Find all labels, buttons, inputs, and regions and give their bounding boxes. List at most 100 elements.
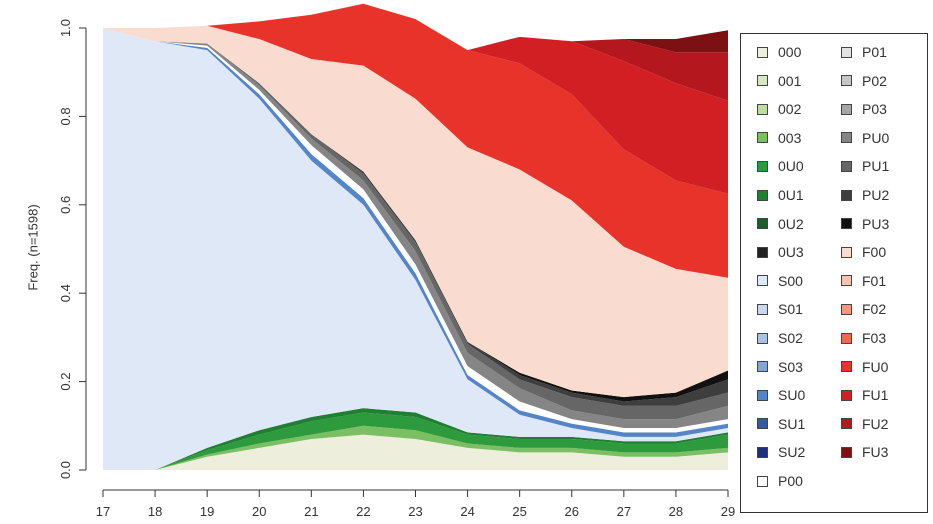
area-series-FU1 (103, 3, 728, 194)
legend-swatch (757, 246, 768, 258)
legend-swatch (841, 275, 852, 287)
legend-swatch (757, 75, 768, 87)
legend-swatch (841, 303, 852, 315)
legend-item-PU1: PU1 (841, 158, 889, 174)
legend-swatch (841, 46, 852, 58)
area-series-F00 (103, 25, 728, 398)
legend-label: PU0 (862, 129, 890, 146)
legend-label: FU0 (862, 358, 889, 375)
legend-label: PU3 (862, 215, 890, 232)
legend-label: PU2 (862, 187, 890, 203)
legend-swatch (757, 189, 768, 201)
x-tick-label: 22 (356, 504, 370, 519)
y-tick-label: 0.0 (58, 461, 73, 479)
legend-item-SU1: SU1 (757, 416, 805, 432)
legend-label: F00 (862, 244, 887, 261)
legend-item-P03: P03 (841, 101, 887, 117)
legend-swatch (757, 475, 768, 487)
legend-item-FU2: FU2 (841, 416, 888, 432)
legend-item-0U2: 0U2 (757, 216, 804, 232)
legend-swatch (841, 361, 852, 373)
legend-item-0U1: 0U1 (757, 187, 804, 203)
legend-swatch (841, 189, 852, 201)
legend-swatch (757, 303, 768, 315)
legend-label: S03 (778, 358, 803, 375)
legend-swatch (757, 418, 768, 430)
legend-label: P02 (862, 72, 887, 89)
legend-item-000: 000 (757, 44, 801, 60)
legend-swatch (841, 218, 852, 230)
legend-label: 000 (778, 44, 802, 60)
legend: 000 001 002 003 0U0 0U1 0U2 0U3 S00 S01 S02 S03 SU0 S… (740, 33, 928, 513)
legend-swatch (841, 132, 852, 144)
x-tick-label: 17 (96, 504, 110, 519)
legend-label: 0U0 (778, 158, 804, 175)
legend-label: F02 (862, 301, 887, 318)
legend-label: P00 (778, 473, 803, 489)
legend-swatch (757, 332, 768, 344)
legend-label: 002 (778, 101, 802, 118)
legend-item-F01: F01 (841, 273, 886, 289)
x-tick-label: 26 (565, 504, 579, 519)
y-tick-label: 0.4 (58, 284, 73, 302)
legend-item-SU2: SU2 (757, 444, 805, 460)
legend-swatch (757, 361, 768, 373)
legend-swatch (757, 389, 768, 401)
x-tick-label: 29 (721, 504, 735, 519)
y-tick-label: 0.8 (58, 107, 73, 125)
legend-label: S02 (778, 330, 803, 346)
legend-label: 0U3 (778, 244, 804, 261)
legend-item-S01: S01 (757, 301, 803, 317)
legend-item-S03: S03 (757, 359, 803, 375)
area-series-0U0 (103, 412, 728, 470)
x-tick-label: 25 (512, 504, 526, 519)
legend-swatch (841, 246, 852, 258)
legend-swatch (757, 275, 768, 287)
legend-label: 0U2 (778, 215, 804, 232)
legend-label: 0U1 (778, 187, 804, 203)
legend-item-S02: S02 (757, 330, 803, 346)
legend-label: 001 (778, 72, 802, 89)
legend-item-001: 001 (757, 73, 801, 89)
legend-item-P02: P02 (841, 73, 887, 89)
legend-item-F02: F02 (841, 301, 886, 317)
y-tick-label: 0.6 (58, 196, 73, 214)
y-tick-label: 0.2 (58, 373, 73, 391)
x-tick-label: 28 (669, 504, 683, 519)
legend-item-F03: F03 (841, 330, 886, 346)
area-series-FU2 (103, 3, 728, 101)
legend-label: S01 (778, 301, 803, 318)
legend-swatch (841, 75, 852, 87)
legend-item-PU2: PU2 (841, 187, 889, 203)
legend-item-S00: S00 (757, 273, 803, 289)
legend-label: PU1 (862, 158, 890, 175)
legend-label: F03 (862, 330, 887, 346)
legend-label: P03 (862, 101, 887, 118)
legend-item-002: 002 (757, 101, 801, 117)
legend-swatch (757, 218, 768, 230)
area-series-FU3 (103, 3, 728, 53)
area-series-S00 (103, 28, 728, 470)
legend-item-FU0: FU0 (841, 359, 888, 375)
x-tick-label: 21 (304, 504, 318, 519)
legend-swatch (841, 389, 852, 401)
legend-item-P01: P01 (841, 44, 887, 60)
legend-item-0U0: 0U0 (757, 158, 804, 174)
legend-swatch (757, 46, 768, 58)
legend-swatch (841, 160, 852, 172)
legend-swatch (841, 446, 852, 458)
legend-label: S00 (778, 272, 803, 289)
x-tick-label: 18 (148, 504, 162, 519)
legend-swatch (841, 418, 852, 430)
legend-swatch (757, 103, 768, 115)
legend-item-FU3: FU3 (841, 444, 888, 460)
legend-swatch (757, 446, 768, 458)
legend-item-0U3: 0U3 (757, 244, 804, 260)
legend-item-P00: P00 (757, 473, 803, 489)
area-series-000 (103, 434, 728, 470)
legend-item-003: 003 (757, 130, 801, 146)
legend-item-F00: F00 (841, 244, 886, 260)
legend-item-PU3: PU3 (841, 216, 889, 232)
legend-swatch (757, 160, 768, 172)
legend-label: SU2 (778, 444, 806, 461)
